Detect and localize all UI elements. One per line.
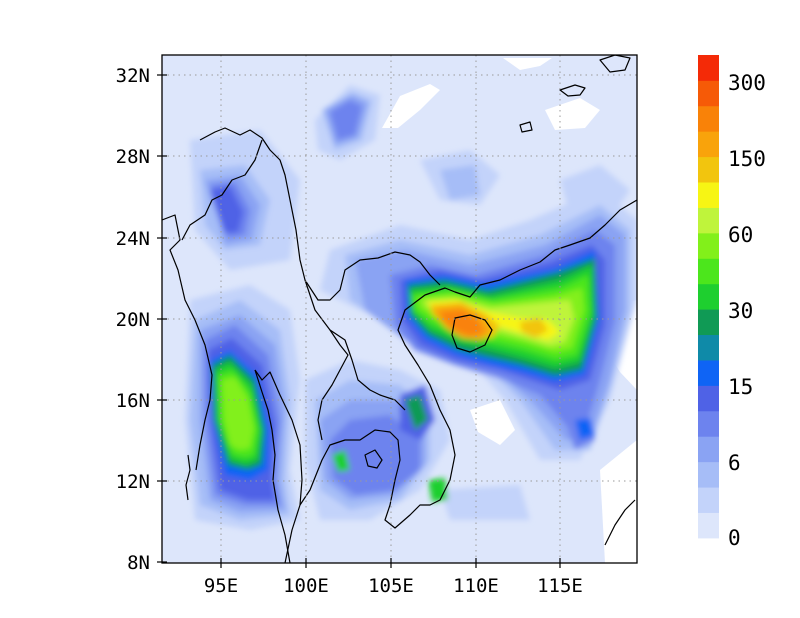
colorbar-swatch — [698, 156, 719, 183]
latitude-labels: 32N 28N 24N 20N 16N 12N 8N — [116, 65, 150, 574]
colorbar-swatch — [698, 105, 719, 132]
colorbar-swatch — [698, 360, 719, 386]
colorbar-swatch — [698, 232, 719, 259]
colorbar-swatch — [698, 131, 719, 158]
lon-label: 110E — [453, 575, 499, 597]
colorbar: 0 6 15 30 60 150 300 — [698, 55, 766, 550]
colorbar-label: 0 — [728, 526, 741, 550]
colorbar-label: 150 — [728, 147, 766, 171]
lon-label: 115E — [537, 575, 583, 597]
graticule — [162, 55, 637, 563]
colorbar-swatch — [698, 385, 719, 412]
lat-label: 16N — [116, 390, 150, 412]
lon-label: 95E — [204, 575, 238, 597]
lat-label: 32N — [116, 65, 150, 87]
colorbar-swatch — [698, 182, 719, 208]
colorbar-swatch — [698, 512, 719, 539]
colorbar-swatch — [698, 258, 719, 285]
map-panel — [162, 55, 637, 563]
colorbar-swatch — [698, 461, 719, 488]
colorbar-swatch — [698, 55, 719, 81]
colorbar-label: 30 — [728, 299, 753, 323]
lon-label: 105E — [368, 575, 414, 597]
lat-label: 8N — [127, 552, 150, 574]
colorbar-label: 6 — [728, 451, 741, 475]
colorbar-swatches — [698, 55, 719, 539]
lon-label: 100E — [283, 575, 329, 597]
colorbar-swatch — [698, 334, 719, 361]
tick-marks — [157, 74, 561, 568]
colorbar-labels: 0 6 15 30 60 150 300 — [728, 71, 766, 550]
colorbar-swatch — [698, 436, 719, 463]
colorbar-swatch — [698, 487, 719, 513]
precipitation-field — [185, 85, 637, 530]
map-frame — [161, 54, 638, 564]
colorbar-label: 60 — [728, 223, 753, 247]
lat-label: 12N — [116, 471, 150, 493]
lat-label: 20N — [116, 309, 150, 331]
colorbar-label: 15 — [728, 375, 753, 399]
coastlines-and-borders — [162, 55, 637, 563]
colorbar-swatch — [698, 207, 719, 234]
longitude-labels: 95E 100E 105E 110E 115E — [204, 575, 583, 597]
lat-label: 28N — [116, 146, 150, 168]
colorbar-swatch — [698, 410, 719, 437]
colorbar-swatch — [698, 283, 719, 310]
lat-label: 24N — [116, 228, 150, 250]
colorbar-label: 300 — [728, 71, 766, 95]
colorbar-swatch — [698, 309, 719, 336]
colorbar-swatch — [698, 80, 719, 107]
